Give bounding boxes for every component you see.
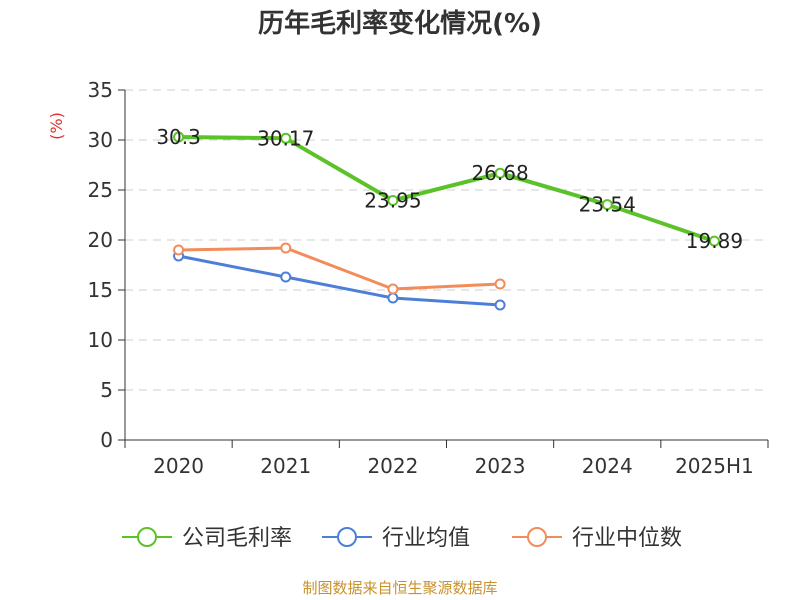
data-point[interactable] (173, 244, 185, 256)
series-line (176, 135, 717, 244)
data-label: 23.54 (579, 193, 636, 217)
gridlines (125, 89, 768, 391)
x-tick-label: 2024 (582, 454, 633, 478)
data-point[interactable] (601, 199, 613, 211)
x-tick-label: 2023 (475, 454, 526, 478)
data-point[interactable] (173, 131, 185, 143)
legend-item-1[interactable]: 行业均值 (322, 526, 470, 551)
series-0 (173, 131, 720, 247)
legend-marker (337, 527, 357, 547)
data-point[interactable] (280, 242, 292, 254)
y-axis-unit-label: (%) (47, 112, 66, 140)
series-layer (173, 131, 720, 311)
legend-marker (137, 527, 157, 547)
legend-marker (527, 527, 547, 547)
y-tick-label: 25 (88, 178, 113, 202)
data-point[interactable] (387, 283, 399, 295)
y-tick-label: 30 (88, 128, 113, 152)
data-label: 26.68 (471, 161, 528, 185)
legend-item-2[interactable]: 行业中位数 (512, 526, 682, 551)
legend-item-0[interactable]: 公司毛利率 (122, 526, 292, 551)
legend-label: 行业均值 (382, 526, 470, 551)
data-point[interactable] (708, 235, 720, 247)
series-line (177, 254, 502, 307)
data-label: 30.3 (156, 125, 201, 149)
series-1 (173, 250, 506, 311)
x-tick-label: 2022 (367, 454, 418, 478)
data-point[interactable] (280, 132, 292, 144)
y-tick-label: 0 (100, 428, 113, 452)
data-point[interactable] (494, 278, 506, 290)
data-label: 23.95 (364, 189, 421, 213)
series-2 (173, 242, 506, 295)
data-point[interactable] (387, 195, 399, 206)
y-tick-label: 10 (88, 328, 113, 352)
data-point[interactable] (494, 299, 506, 311)
chart-title: 历年毛利率变化情况(%) (258, 8, 542, 39)
axes: 0 5 10 15 20 25 30 35 2020 2021 2022 2023 2024 2025H1 (88, 78, 769, 478)
y-tick-label: 15 (88, 278, 113, 302)
data-label: 19.89 (686, 229, 743, 253)
series-line (177, 246, 502, 291)
x-tick-label: 2025H1 (675, 454, 754, 478)
y-tick-label: 5 (100, 378, 113, 402)
legend: 公司毛利率 行业均值 行业中位数 (122, 526, 682, 551)
data-label: 30.17 (257, 126, 314, 150)
x-tick-label: 2021 (260, 454, 311, 478)
legend-label: 行业中位数 (572, 526, 682, 551)
legend-label: 公司毛利率 (182, 526, 292, 551)
x-tick-label: 2020 (153, 454, 204, 478)
source-note: 制图数据来自恒生聚源数据库 (302, 579, 497, 597)
y-tick-label: 35 (88, 78, 113, 102)
data-labels: 30.3 30.17 23.95 26.68 23.54 19.89 (156, 125, 743, 253)
data-point[interactable] (387, 292, 399, 304)
y-tick-label: 20 (88, 228, 113, 252)
data-point[interactable] (494, 167, 506, 179)
data-point[interactable] (280, 271, 292, 283)
